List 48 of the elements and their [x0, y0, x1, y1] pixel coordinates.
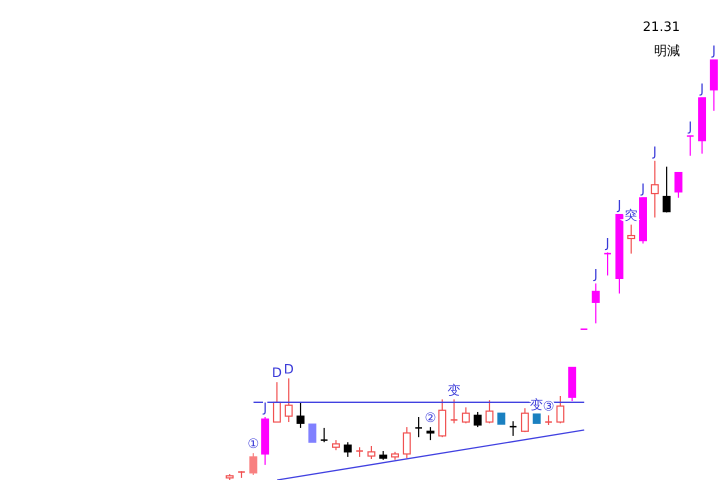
candlestick	[249, 452, 258, 476]
candlestick	[520, 408, 529, 433]
text: J	[652, 144, 657, 160]
text: J	[688, 120, 692, 136]
candlestick	[662, 166, 671, 214]
text: 21.31	[642, 20, 680, 35]
text: J	[617, 198, 622, 214]
text: J	[263, 401, 268, 416]
text: ①	[247, 437, 260, 452]
candlestick	[332, 440, 340, 451]
text: D	[284, 362, 294, 378]
candlestick	[344, 442, 352, 458]
candlestick	[426, 426, 434, 441]
text: J	[700, 82, 704, 97]
candlestick	[320, 427, 328, 443]
candlestick	[414, 416, 423, 438]
candlestick	[355, 446, 364, 458]
text: D	[272, 366, 282, 382]
text: ③	[542, 399, 554, 414]
candlestick	[686, 135, 694, 156]
candlestick	[603, 252, 612, 276]
candlestick	[508, 420, 518, 436]
text: J	[641, 182, 645, 197]
candlestick	[402, 426, 411, 459]
candlestick	[308, 424, 316, 443]
candlestick	[592, 282, 600, 324]
candlestick	[674, 172, 682, 198]
candlestick	[474, 411, 482, 428]
candlestick	[284, 378, 293, 423]
candlestick	[556, 395, 564, 424]
text: 明減	[654, 43, 680, 60]
candlestick	[486, 400, 494, 424]
candlestick	[497, 412, 506, 425]
text: J	[594, 267, 598, 282]
candlestick	[450, 398, 458, 424]
text: J	[606, 236, 610, 252]
candlestick	[532, 413, 541, 424]
text: 变	[448, 383, 461, 398]
text: J	[712, 44, 716, 59]
text: 突	[624, 208, 638, 224]
candlestick	[272, 382, 281, 423]
candlestick	[544, 414, 553, 426]
candlestick	[627, 224, 636, 254]
candlestick	[296, 402, 305, 429]
candlestick	[367, 445, 376, 460]
candlestick	[462, 406, 470, 424]
candlestick	[650, 160, 659, 218]
text: ②	[424, 411, 436, 426]
